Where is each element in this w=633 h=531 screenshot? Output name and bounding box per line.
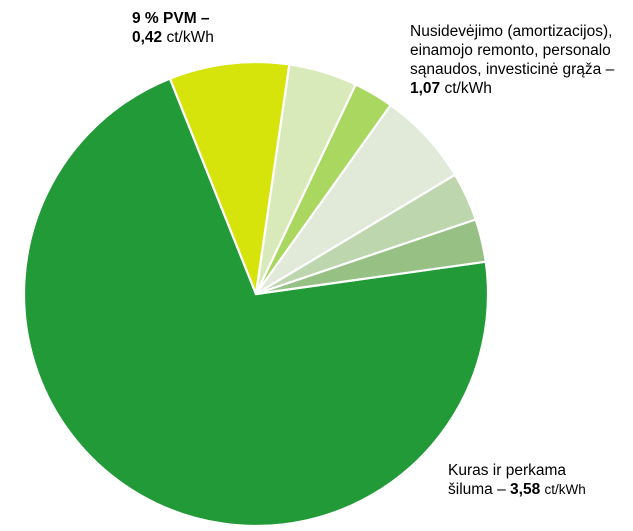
depreciation-line-2: einamojo remonto, personalo bbox=[410, 42, 611, 59]
vat-value: 0,42 bbox=[132, 29, 163, 46]
vat-annotation: 9 % PVM – 0,42 ct/kWh bbox=[132, 9, 262, 47]
pie-slice-6 bbox=[254, 218, 487, 296]
fuel-line-1: Kuras ir perkama bbox=[448, 462, 567, 479]
depreciation-value: 1,07 bbox=[410, 80, 441, 97]
pie-slice-0 bbox=[22, 77, 490, 528]
fuel-annotation: Kuras ir perkama šiluma – 3,58 ct/kWh bbox=[448, 461, 628, 499]
fuel-value: 3,58 bbox=[510, 481, 541, 498]
depreciation-line-1: Nusidevėjimo (amortizacijos), bbox=[410, 23, 613, 40]
vat-unit: ct/kWh bbox=[166, 29, 214, 46]
pie-slice-1 bbox=[168, 60, 291, 296]
depreciation-line-3: sąnaudos, investicinė grąža – bbox=[410, 61, 615, 78]
fuel-unit: ct/kWh bbox=[544, 482, 586, 497]
depreciation-annotation: Nusidevėjimo (amortizacijos), einamojo r… bbox=[410, 22, 632, 98]
depreciation-unit: ct/kWh bbox=[444, 80, 492, 97]
vat-label: 9 % PVM – bbox=[132, 10, 210, 27]
fuel-line-2-prefix: šiluma – bbox=[448, 481, 506, 498]
